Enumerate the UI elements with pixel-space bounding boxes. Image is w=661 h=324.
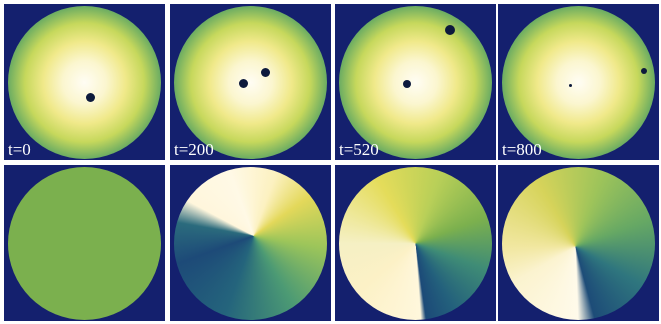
amplitude-disk [339, 6, 492, 159]
vortex [239, 79, 248, 88]
vortex [403, 80, 411, 88]
phase-panel [498, 165, 659, 321]
figure: t=0 t=200 t=520 t=800 [0, 0, 661, 324]
vortex [86, 93, 95, 102]
phase-disk [339, 167, 492, 320]
phase-panel [170, 165, 331, 321]
amplitude-disk [502, 6, 655, 159]
time-label: t=520 [339, 140, 379, 160]
time-label: t=800 [502, 140, 542, 160]
amplitude-panel: t=0 [4, 4, 165, 160]
time-label: t=0 [8, 140, 31, 160]
vortex [445, 25, 455, 35]
phase-panel [4, 165, 165, 321]
phase-disk [174, 167, 327, 320]
vortex [569, 84, 572, 87]
amplitude-disk [8, 6, 161, 159]
amplitude-panel: t=800 [498, 4, 659, 160]
vortex [261, 68, 270, 77]
amplitude-panel: t=200 [170, 4, 331, 160]
time-label: t=200 [174, 140, 214, 160]
phase-disk [8, 167, 161, 320]
amplitude-disk [174, 6, 327, 159]
phase-panel [335, 165, 496, 321]
amplitude-panel: t=520 [335, 4, 496, 160]
phase-disk [502, 167, 655, 320]
vortex [641, 68, 647, 74]
